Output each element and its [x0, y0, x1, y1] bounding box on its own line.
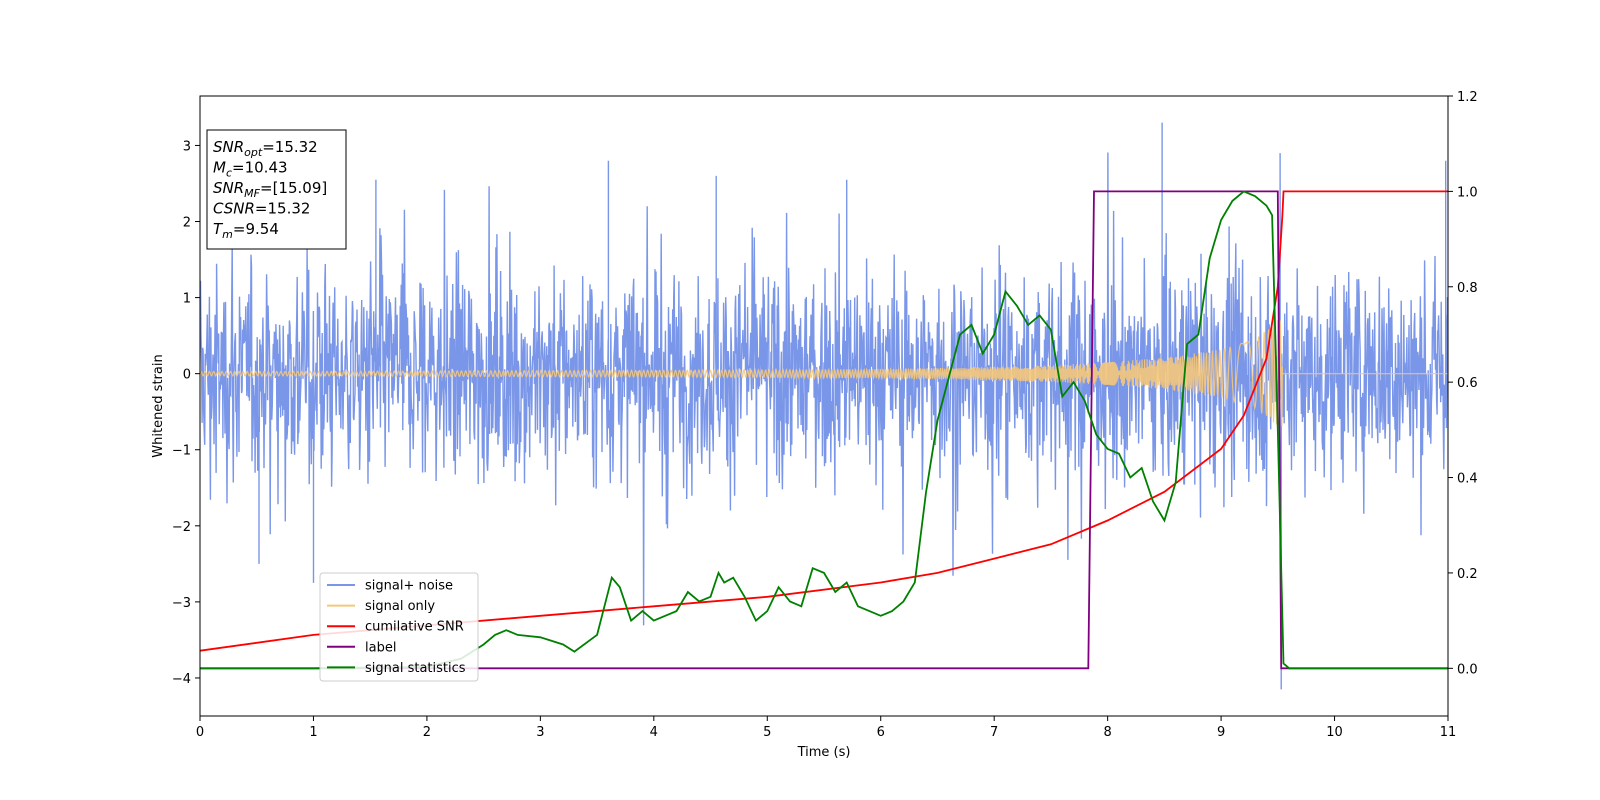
info-subscript: opt: [244, 146, 263, 159]
x-tick-label: 2: [423, 725, 431, 740]
plot-area: [200, 122, 1448, 690]
x-tick-label: 10: [1326, 725, 1343, 740]
info-value: =9.54: [233, 220, 279, 238]
x-axis-label: Time (s): [797, 745, 851, 760]
y-tick-label: −4: [172, 672, 191, 687]
y2-tick-label: 1.0: [1457, 185, 1478, 200]
legend-label: signal only: [365, 599, 435, 614]
info-box: SNRopt=15.32Mc=10.43SNRMF=[15.09]CSNR=15…: [206, 129, 347, 250]
x-tick-label: 6: [877, 725, 885, 740]
info-subscript: m: [222, 228, 233, 241]
x-tick-label: 1: [309, 725, 317, 740]
y2-tick-label: 0.2: [1457, 567, 1478, 582]
x-tick-label: 8: [1103, 725, 1111, 740]
info-symbol: M: [213, 159, 226, 177]
info-box-line: Tm=9.54: [213, 220, 279, 241]
info-symbol: SNR: [213, 138, 244, 156]
x-tick-label: 3: [536, 725, 544, 740]
info-value: =15.32: [262, 138, 318, 156]
series-signal-only-line: [200, 320, 1448, 427]
x-tick-label: 4: [650, 725, 658, 740]
x-tick-label: 5: [763, 725, 771, 740]
info-symbol: SNR: [213, 179, 244, 197]
legend-label: signal+ noise: [365, 579, 453, 594]
info-value: =10.43: [232, 159, 288, 177]
y-tick-label: −2: [172, 520, 191, 535]
legend: signal+ noise signal only cumilative SNR la…: [319, 572, 479, 682]
x-tick-label: 7: [990, 725, 998, 740]
axes-frame: [199, 95, 1449, 717]
y-axis-left: −4 −3 −2 −1 0 1 2 3: [172, 139, 200, 687]
y-tick-label: 1: [183, 292, 191, 307]
y2-tick-label: 1.2: [1457, 90, 1478, 105]
y2-tick-label: 0.0: [1457, 662, 1478, 677]
info-value: =[15.09]: [260, 179, 327, 197]
y-tick-label: 0: [183, 368, 191, 383]
y2-tick-label: 0.6: [1457, 376, 1478, 391]
info-value: =15.32: [255, 200, 311, 218]
legend-label: signal statistics: [365, 661, 466, 676]
x-tick-label: 11: [1440, 725, 1457, 740]
x-tick-label: 0: [196, 725, 204, 740]
legend-label: label: [365, 640, 396, 655]
info-box-line: Mc=10.43: [213, 159, 288, 180]
y-tick-label: −3: [172, 596, 191, 611]
info-symbol: T: [213, 220, 224, 238]
legend-frame: [319, 572, 479, 682]
x-axis: 0 1 2 3 4 5 6 7 8 9 10 11: [196, 716, 1456, 740]
y2-tick-label: 0.4: [1457, 472, 1478, 487]
x-tick-label: 9: [1217, 725, 1225, 740]
info-symbol: CSNR: [213, 200, 255, 218]
info-box-line: SNRMF=[15.09]: [213, 179, 327, 200]
series-signal-statistics-line: [200, 190, 1448, 670]
y2-tick-label: 0.8: [1457, 281, 1478, 296]
y-axis-label: Whitened strain: [151, 354, 166, 457]
y-axis-right: 0.0 0.2 0.4 0.6 0.8 1.0 1.2: [1448, 90, 1478, 677]
info-box-line: SNRopt=15.32: [213, 138, 318, 159]
info-subscript: c: [226, 167, 232, 180]
info-subscript: MF: [244, 187, 260, 200]
info-box-frame: [206, 129, 347, 250]
info-box-line: CSNR=15.32: [213, 200, 310, 218]
y-tick-label: 3: [183, 139, 191, 154]
legend-label: cumilative SNR: [365, 620, 464, 635]
y-tick-label: −1: [172, 444, 191, 459]
y-tick-label: 2: [183, 216, 191, 231]
